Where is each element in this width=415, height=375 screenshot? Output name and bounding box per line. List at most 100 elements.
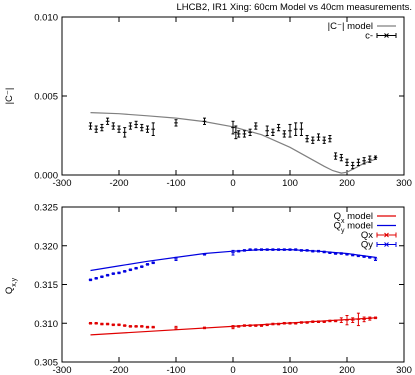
data-point xyxy=(174,119,178,127)
tune-panel: -300 -200 -100 0 100 200 300 0.305 0.310 0.315 0.3… xyxy=(4,203,412,375)
data-point xyxy=(134,120,138,129)
data-point xyxy=(271,248,275,251)
data-point xyxy=(140,325,144,328)
data-point xyxy=(231,325,235,330)
data-point xyxy=(356,312,361,327)
data-point xyxy=(128,268,133,272)
data-point xyxy=(111,323,116,327)
data-point xyxy=(339,317,344,323)
data-point xyxy=(362,316,366,323)
x-tick-label: 100 xyxy=(282,178,298,189)
data-point xyxy=(345,253,349,256)
data-point xyxy=(105,273,110,277)
data-point xyxy=(105,322,110,326)
data-point xyxy=(134,325,138,328)
data-point xyxy=(282,130,287,138)
data-point xyxy=(362,157,366,165)
data-point xyxy=(276,123,281,132)
data-point xyxy=(350,317,355,323)
data-point xyxy=(122,127,127,138)
data-point xyxy=(254,324,258,327)
y-axis-label: Qx,y xyxy=(4,277,18,294)
x-tick-label: -200 xyxy=(109,365,128,375)
data-point xyxy=(236,325,241,328)
plot-frame xyxy=(61,16,405,176)
data-point xyxy=(368,316,372,321)
data-point xyxy=(259,324,264,327)
data-point xyxy=(117,323,121,327)
data-point xyxy=(345,315,349,326)
data-point xyxy=(288,321,292,325)
data-point xyxy=(128,122,133,130)
data-point xyxy=(271,128,275,136)
data-point xyxy=(333,252,338,255)
data-point xyxy=(339,252,344,255)
x-tick-label: 300 xyxy=(396,365,412,375)
x-tick-label: -300 xyxy=(52,178,71,189)
y-tick-label: 0.005 xyxy=(34,92,58,103)
legend-label: c- xyxy=(365,31,373,42)
y-tick-label: 0.310 xyxy=(34,319,58,330)
data-point xyxy=(373,256,378,261)
data-point xyxy=(333,319,338,323)
data-point xyxy=(231,249,235,256)
data-point xyxy=(271,322,275,326)
data-point xyxy=(145,263,150,266)
data-point xyxy=(151,325,155,329)
data-point xyxy=(151,261,155,265)
data-point xyxy=(356,158,361,167)
x-tick-label: 200 xyxy=(339,365,355,375)
data-point xyxy=(122,270,127,273)
series-line xyxy=(90,112,376,174)
data-point xyxy=(333,152,338,160)
y-tick-label: 0.315 xyxy=(34,280,58,291)
data-point xyxy=(100,123,104,132)
data-point xyxy=(276,322,281,326)
x-tick-label: 0 xyxy=(230,365,235,375)
series xyxy=(88,312,378,330)
data-point xyxy=(174,325,178,330)
data-point xyxy=(311,320,315,323)
data-point xyxy=(265,248,269,251)
data-point xyxy=(368,256,372,259)
data-point xyxy=(111,122,116,130)
data-point xyxy=(322,320,326,323)
legend-swatch-marker xyxy=(384,232,389,238)
legend-swatch-marker xyxy=(384,33,389,38)
legend-label: Qx xyxy=(361,230,373,241)
data-point xyxy=(254,122,258,130)
data-point xyxy=(373,155,378,160)
legend-entry: |C⁻| model xyxy=(328,21,396,32)
y-tick-label: 0.000 xyxy=(34,171,58,182)
data-point xyxy=(242,130,247,138)
legend-label: Qy xyxy=(361,240,373,251)
legend-swatch-marker xyxy=(384,242,389,247)
data-point xyxy=(202,253,207,256)
data-point xyxy=(140,123,144,132)
data-point xyxy=(254,248,258,251)
data-point xyxy=(100,322,104,326)
x-tick-label: -100 xyxy=(166,365,185,375)
data-point xyxy=(299,321,304,324)
x-tick-label: 100 xyxy=(282,365,298,375)
data-point xyxy=(305,321,309,324)
coupling-panel: -300 -200 -100 0 100 200 300 0.000 0.005 0.010 |C⁻… xyxy=(4,13,412,190)
data-point xyxy=(299,249,304,252)
data-point xyxy=(328,135,332,143)
data-point xyxy=(248,248,252,251)
x-tick-label: 300 xyxy=(396,178,412,189)
data-point xyxy=(305,135,309,143)
data-point xyxy=(140,265,144,268)
figure-title: LHCB2, IR1 Xing: 60cm Model vs 40cm meas… xyxy=(177,2,412,13)
data-point xyxy=(265,323,269,327)
data-point xyxy=(299,122,304,136)
x-tick-label: -100 xyxy=(166,178,185,189)
data-point xyxy=(174,256,178,261)
y-axis-label: |C⁻| xyxy=(4,88,15,105)
legend-entry: Qx xyxy=(361,230,397,241)
x-tick-label: 200 xyxy=(339,178,355,189)
y-tick-label: 0.010 xyxy=(34,13,58,24)
data-point xyxy=(328,319,332,323)
data-point xyxy=(362,255,366,258)
data-point xyxy=(234,125,238,140)
